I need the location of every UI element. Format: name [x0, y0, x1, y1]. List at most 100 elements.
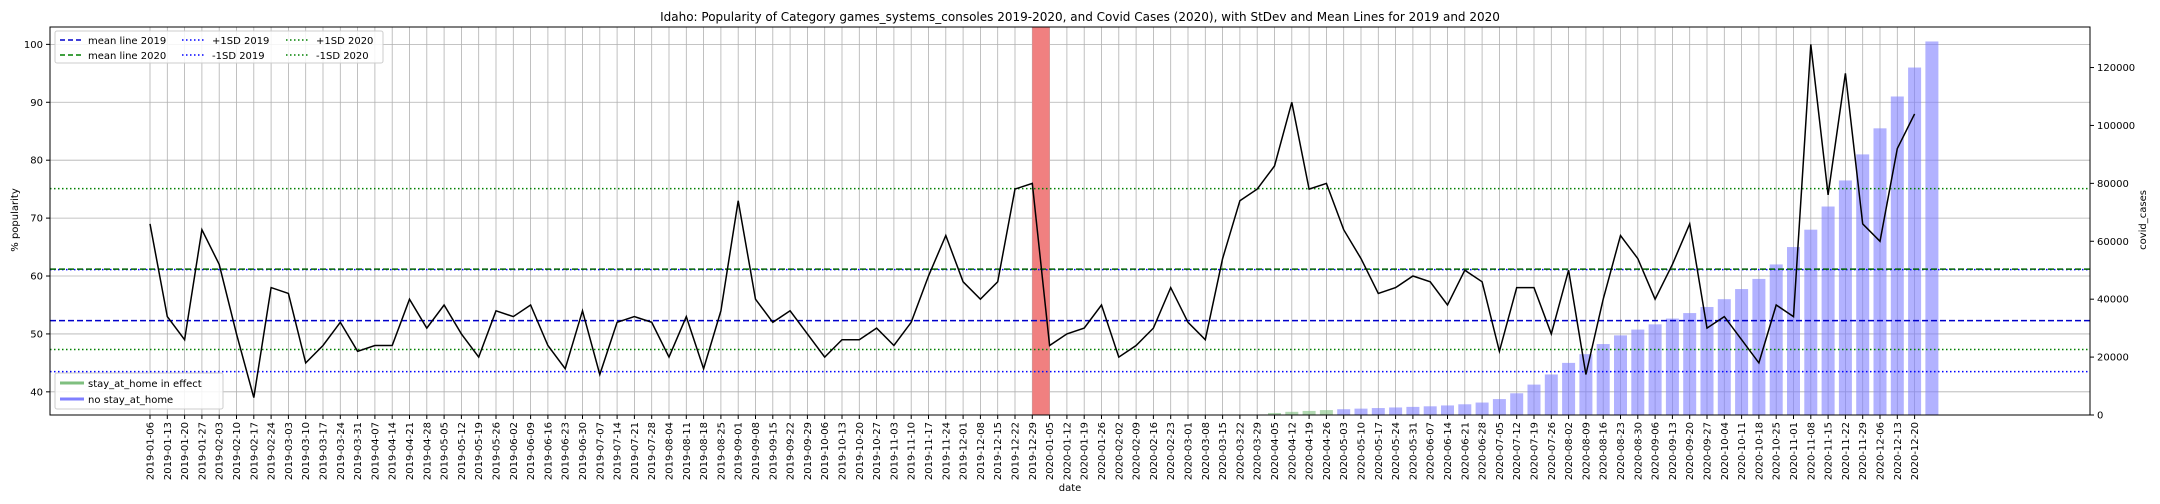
x-tick-label: 2020-06-14 [1443, 422, 1454, 480]
covid-bar [1510, 393, 1524, 415]
x-tick-label: 2020-12-06 [1876, 422, 1887, 480]
x-tick-label: 2020-12-13 [1893, 422, 1904, 480]
x-tick-label: 2019-10-20 [855, 422, 866, 480]
covid-bar [1268, 412, 1281, 415]
legend-bottom-box [54, 372, 224, 410]
y-tick-label: 40 [30, 387, 43, 398]
x-tick-label: 2019-08-25 [716, 422, 727, 480]
x-tick-label: 2020-03-22 [1235, 422, 1246, 480]
covid-bar [1838, 180, 1852, 415]
x-tick-label: 2019-10-13 [838, 422, 849, 480]
covid-bar [1614, 335, 1627, 415]
x-tick-label: 2020-11-22 [1841, 422, 1852, 480]
x-tick-label: 2019-02-10 [232, 422, 243, 480]
x-tick-label: 2020-08-16 [1599, 422, 1610, 480]
covid-bar [1925, 41, 1939, 416]
legend-minus1sd-2020-label: -1SD 2020 [316, 51, 369, 62]
legend-minus1sd-2019-label: -1SD 2019 [212, 51, 265, 62]
x-tick-label: 2020-09-27 [1703, 422, 1714, 480]
x-tick-label: 2020-07-19 [1530, 422, 1541, 480]
x-tick-label: 2020-11-01 [1789, 422, 1800, 480]
x-tick-label: 2020-06-28 [1478, 422, 1489, 480]
x-tick-label: 2019-07-07 [595, 422, 606, 480]
x-tick-label: 2020-03-15 [1218, 422, 1229, 480]
x-tick-label: 2019-03-31 [353, 422, 364, 480]
legend-plus1sd-2019-label: +1SD 2019 [212, 36, 269, 47]
x-tick-label: 2019-06-02 [509, 422, 520, 480]
x-tick-label: 2020-01-26 [1097, 422, 1108, 480]
x-tick-label: 2019-07-28 [647, 422, 658, 480]
highlight-band [1032, 27, 1050, 415]
x-tick-label: 2020-03-08 [1201, 422, 1212, 480]
x-tick-label: 2020-01-05 [1045, 422, 1056, 480]
x-tick-label: 2020-02-23 [1166, 422, 1177, 480]
covid-bar [1648, 324, 1662, 415]
x-tick-label: 2019-01-06 [146, 422, 157, 480]
covid-bar [1717, 299, 1731, 415]
x-tick-label: 2019-09-22 [786, 422, 797, 480]
covid-bar [1302, 410, 1316, 415]
x-tick-label: 2020-08-02 [1564, 422, 1575, 480]
legend-plus1sd-2020-label: +1SD 2020 [316, 36, 373, 47]
y2-tick-label: 80000 [2097, 179, 2129, 190]
y2-tick-label: 20000 [2097, 353, 2129, 364]
x-tick-label: 2020-03-01 [1184, 422, 1195, 480]
x-tick-label: 2020-12-20 [1910, 422, 1921, 480]
y-axis-label: % popularity [10, 188, 21, 252]
x-tick-label: 2020-02-16 [1149, 422, 1160, 480]
x-tick-label: 2019-10-27 [872, 422, 883, 480]
covid-bar [1856, 154, 1870, 415]
x-tick-label: 2019-11-03 [889, 422, 900, 480]
covid-bar [1596, 344, 1610, 415]
x-tick-label: 2020-02-09 [1132, 422, 1143, 480]
x-tick-label: 2019-10-06 [820, 422, 831, 480]
x-tick-label: 2019-04-28 [422, 422, 433, 480]
y-tick-label: 90 [30, 98, 43, 109]
x-tick-label: 2019-09-29 [803, 422, 814, 480]
covid-bar [1579, 354, 1593, 415]
popularity-line-layer [149, 44, 1916, 398]
x-tick-label: 2020-03-29 [1253, 422, 1264, 480]
x-tick-label: 2019-03-10 [301, 422, 312, 480]
covid-bar [1700, 306, 1714, 415]
x-tick-label: 2020-04-05 [1270, 422, 1281, 480]
x-tick-label: 2019-07-21 [630, 422, 641, 480]
x-tick-label: 2019-06-09 [526, 422, 537, 480]
x-tick-label: 2020-05-24 [1391, 422, 1402, 480]
x-tick-label: 2020-07-05 [1495, 422, 1506, 480]
x-tick-label: 2020-01-19 [1080, 422, 1091, 480]
x-tick-label: 2019-11-24 [941, 422, 952, 480]
covid-bar [1492, 399, 1506, 415]
y2-tick-label: 0 [2097, 411, 2103, 422]
x-tick-label: 2019-12-29 [1028, 422, 1039, 480]
x-tick-label: 2019-09-01 [734, 422, 745, 480]
x-tick-label: 2020-10-25 [1772, 422, 1783, 480]
covid-bar [1371, 408, 1385, 415]
y-tick-label: 80 [30, 156, 43, 167]
x-tick-label: 2020-08-30 [1633, 422, 1644, 480]
covid-bar [1337, 409, 1351, 415]
covid-bar [1285, 411, 1299, 415]
x-tick-label: 2020-07-12 [1512, 422, 1523, 480]
covid-bar [1423, 406, 1437, 415]
covid-bar [1665, 318, 1679, 415]
x-tick-label: 2019-02-03 [215, 422, 226, 480]
x-tick-label: 2019-08-04 [665, 422, 676, 480]
covid-bar [1475, 402, 1489, 415]
x-tick-label: 2020-08-23 [1616, 422, 1627, 480]
covid-bar [1804, 229, 1818, 415]
covid-bar [1562, 362, 1576, 415]
x-tick-label: 2020-08-09 [1581, 422, 1592, 480]
legend-top-left: mean line 2019 mean line 2020 +1SD 2019 … [54, 30, 384, 64]
y-tick-label: 100 [24, 40, 43, 51]
x-tick-label: 2020-06-21 [1460, 422, 1471, 480]
y2-tick-label: 120000 [2097, 63, 2135, 74]
covid-bar [1527, 384, 1541, 415]
legend-no-stay-at-home-label: no stay_at_home [88, 395, 173, 406]
covid-bar [1787, 247, 1800, 415]
covid-bar [1752, 278, 1766, 415]
x-tick-label: 2020-05-03 [1339, 422, 1350, 480]
y2-axis-label: covid_cases [2138, 190, 2149, 250]
x-tick-label: 2019-05-19 [474, 422, 485, 480]
